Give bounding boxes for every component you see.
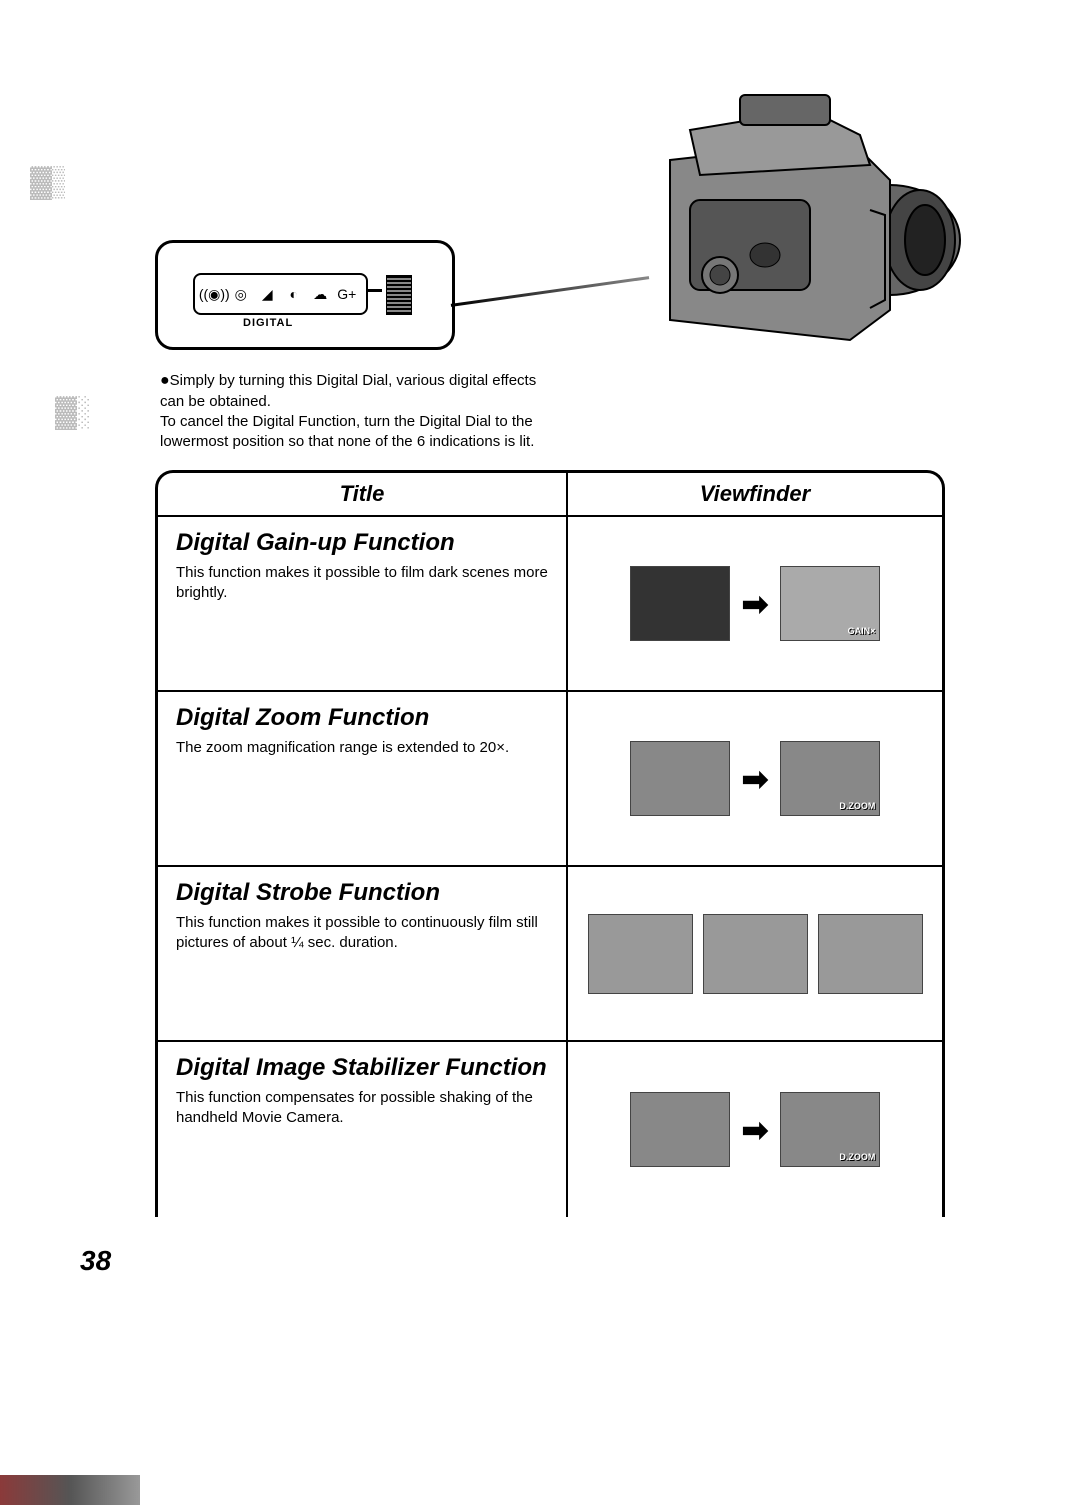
table-header-row: Title Viewfinder [158, 473, 942, 517]
dial-icon-zoom: ☁ [311, 285, 329, 303]
scan-artifact: ▓░▒ [55, 395, 90, 440]
header-viewfinder: Viewfinder [568, 473, 942, 515]
strobe-image-group [588, 914, 923, 994]
page-number: 38 [80, 1245, 111, 1277]
table-row: Digital Strobe Function This function ma… [158, 867, 942, 1042]
dial-icon-circle: ◎ [232, 285, 250, 303]
camera-illustration [610, 80, 980, 380]
dial-icon-strip: ((◉)) ◎ ◢ ◐ ☁ G+ [193, 273, 368, 315]
row-content: Digital Image Stabilizer Function This f… [158, 1042, 568, 1217]
dial-icon-wipe: ◢ [258, 285, 276, 303]
function-title: Digital Strobe Function [176, 879, 548, 907]
viewfinder-after-image: D.ZOOM [780, 741, 880, 816]
header-title: Title [158, 473, 568, 515]
viewfinder-after-image: D.ZOOM [780, 1092, 880, 1167]
dial-icon-gainup: G+ [338, 285, 356, 303]
strobe-frame-image [588, 914, 693, 994]
function-description: The zoom magnification range is extended… [176, 738, 548, 758]
functions-table: Title Viewfinder Digital Gain-up Functio… [155, 470, 945, 1217]
function-title: Digital Gain-up Function [176, 529, 548, 557]
viewfinder-before-image [630, 566, 730, 641]
row-content: Digital Gain-up Function This function m… [158, 517, 568, 690]
viewfinder-label: GAIN× [848, 626, 876, 636]
manual-page: ((◉)) ◎ ◢ ◐ ☁ G+ DIGITAL ●Simply by turn… [140, 80, 960, 400]
digital-dial-diagram: ((◉)) ◎ ◢ ◐ ☁ G+ DIGITAL [155, 240, 455, 350]
dial-icon-strobe: ◐ [285, 285, 303, 303]
table-row: Digital Zoom Function The zoom magnifica… [158, 692, 942, 867]
scan-artifact: ▓▒ [30, 165, 65, 205]
function-description: This function makes it possible to film … [176, 563, 548, 604]
dial-connector-line [366, 289, 382, 292]
viewfinder-cell: ➡ D.ZOOM [568, 1042, 942, 1217]
function-description: This function compensates for possible s… [176, 1088, 548, 1129]
function-title: Digital Zoom Function [176, 704, 548, 732]
dial-label: DIGITAL [243, 317, 293, 329]
top-diagram-section: ((◉)) ◎ ◢ ◐ ☁ G+ DIGITAL [140, 80, 960, 400]
viewfinder-label: D.ZOOM [839, 1152, 875, 1162]
arrow-right-icon: ➡ [742, 585, 769, 623]
dial-icon-stabilizer: ((◉)) [205, 285, 223, 303]
table-row: Digital Gain-up Function This function m… [158, 517, 942, 692]
viewfinder-label: D.ZOOM [839, 801, 875, 811]
camcorder-icon [610, 80, 980, 380]
function-title: Digital Image Stabilizer Function [176, 1054, 548, 1082]
row-content: Digital Zoom Function The zoom magnifica… [158, 692, 568, 865]
viewfinder-before-image [630, 741, 730, 816]
strobe-frame-image [818, 914, 923, 994]
function-description: This function makes it possible to conti… [176, 913, 548, 954]
strobe-frame-image [703, 914, 808, 994]
scan-edge-artifact [0, 1475, 140, 1505]
viewfinder-cell: ➡ D.ZOOM [568, 692, 942, 865]
viewfinder-cell [568, 867, 942, 1040]
viewfinder-after-image: GAIN× [780, 566, 880, 641]
viewfinder-before-image [630, 1092, 730, 1167]
row-content: Digital Strobe Function This function ma… [158, 867, 568, 1040]
arrow-right-icon: ➡ [742, 1111, 769, 1149]
dial-wheel-icon [386, 275, 412, 315]
table-row: Digital Image Stabilizer Function This f… [158, 1042, 942, 1217]
arrow-right-icon: ➡ [742, 760, 769, 798]
viewfinder-cell: ➡ GAIN× [568, 517, 942, 690]
intro-text: Simply by turning this Digital Dial, var… [160, 372, 536, 450]
intro-paragraph: ●Simply by turning this Digital Dial, va… [160, 370, 560, 452]
bullet-icon: ● [160, 372, 170, 389]
